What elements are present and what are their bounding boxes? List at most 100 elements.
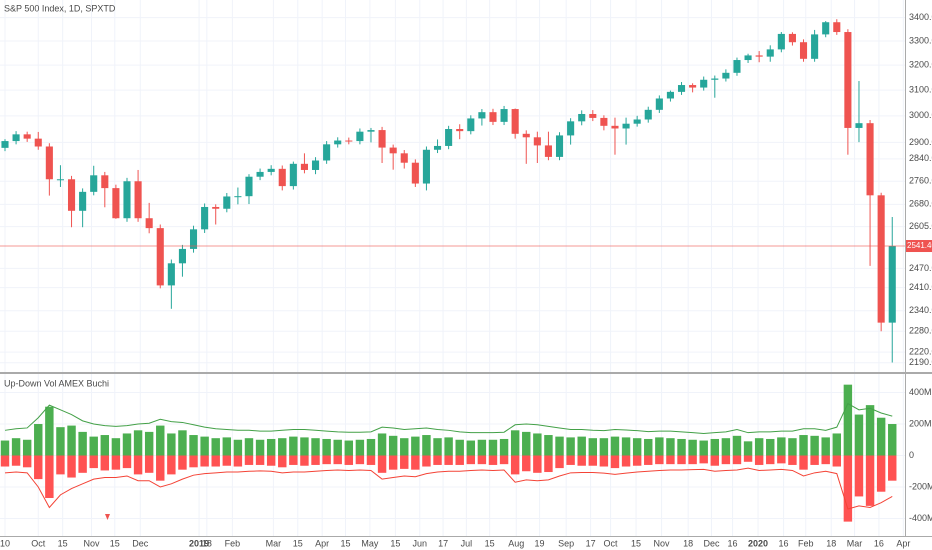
volume-bar [766, 455, 775, 465]
volume-bar [178, 455, 187, 470]
volume-bar [400, 438, 409, 456]
volume-bar [344, 440, 354, 456]
candle-body [555, 135, 564, 157]
last-price-label: 2541.40 [907, 241, 932, 250]
candle-body [600, 117, 608, 126]
volume-bar [655, 437, 664, 456]
candle-body [711, 78, 719, 80]
candle-body [578, 113, 586, 122]
x-tick-label: 2020 [748, 538, 768, 548]
volume-bar [621, 455, 631, 467]
candle-body [411, 162, 419, 184]
volume-bar [810, 455, 819, 465]
volume-bar [355, 439, 365, 456]
candle-body [522, 133, 530, 138]
volume-bar [821, 437, 830, 456]
volume-bar [510, 430, 520, 456]
candle-body [567, 121, 575, 136]
volume-bar [122, 455, 132, 469]
volume-bar [211, 455, 220, 467]
y-tick-label: 2190.00 [909, 357, 932, 367]
candle-body [67, 179, 76, 211]
candle-body [855, 123, 863, 128]
candle-body [289, 163, 297, 187]
volume-bar [444, 437, 453, 456]
volume-bar [89, 436, 98, 456]
candle-body [766, 49, 774, 57]
volume-bar [233, 439, 243, 456]
candle-body [744, 55, 752, 61]
candle-body [389, 147, 397, 154]
volume-bar [655, 455, 664, 465]
volume-bar [422, 455, 431, 467]
volume-bar [322, 455, 331, 465]
candle-body [311, 160, 320, 170]
volume-bar [167, 455, 176, 475]
candle-body [12, 134, 20, 142]
candle-body [123, 181, 131, 219]
candle-body [733, 60, 741, 73]
x-tick-label: 19 [535, 538, 545, 548]
y-tick-label: 3400.00 [909, 12, 932, 22]
marks [0, 19, 905, 522]
volume-bar [555, 436, 564, 456]
volume-bar [300, 437, 309, 456]
y-tick-label: 2280.00 [909, 326, 932, 336]
x-tick-label: Aug [508, 538, 524, 548]
x-tick-label: 18 [683, 538, 693, 548]
volume-bar [222, 455, 232, 466]
volume-bar [388, 455, 398, 470]
volume-bar [189, 435, 198, 456]
x-tick-label: 16 [779, 538, 789, 548]
volume-bar [677, 455, 686, 465]
volume-bar [34, 424, 43, 456]
candle-body [533, 137, 541, 146]
volume-bar [167, 433, 176, 456]
candle-body [511, 109, 519, 134]
volume-bar [821, 455, 830, 465]
x-tick-label: May [361, 538, 379, 548]
y-tick-label: 2410.00 [909, 282, 932, 292]
volume-bar [854, 414, 864, 456]
volume-bar [666, 455, 675, 465]
candle-body [700, 79, 708, 88]
x-tick-label: Feb [225, 538, 241, 548]
volume-bar [888, 424, 897, 456]
band-line [4, 402, 893, 434]
volume-bar [721, 438, 731, 456]
volume-bar [411, 455, 420, 470]
volume-bar [377, 433, 387, 456]
candle-body [655, 98, 663, 110]
volume-bar [100, 435, 110, 456]
candle-body [822, 22, 830, 35]
volume-bar [688, 439, 697, 456]
volume-bar [111, 455, 121, 470]
candle-body [156, 228, 164, 286]
candle-body [189, 229, 198, 249]
volume-bar [200, 455, 209, 467]
volume-bar [244, 438, 254, 456]
volume-bar [311, 455, 320, 465]
x-tick-label: 10 [0, 538, 10, 548]
volume-bar [843, 384, 853, 456]
volume-bar [854, 455, 864, 497]
volume-bar [233, 455, 243, 467]
candle-body [877, 195, 885, 323]
y-tick-label: 3300.00 [909, 35, 932, 45]
volume-bar [422, 435, 431, 456]
volume-bar [610, 436, 620, 456]
volume-bar [78, 455, 87, 473]
candle-body [1, 141, 9, 148]
volume-bar [799, 455, 808, 470]
candle-body [356, 131, 364, 142]
volume-bar [522, 455, 531, 472]
candle-body [245, 176, 253, 197]
volume-bar [278, 438, 287, 456]
candle-body [755, 55, 763, 57]
candle-body [256, 171, 264, 177]
volume-bar [344, 455, 354, 465]
y-tick-label: 2470.00 [909, 263, 932, 273]
volume-bar [677, 438, 686, 456]
volume-bar [133, 455, 143, 475]
last-price-box [906, 240, 932, 253]
